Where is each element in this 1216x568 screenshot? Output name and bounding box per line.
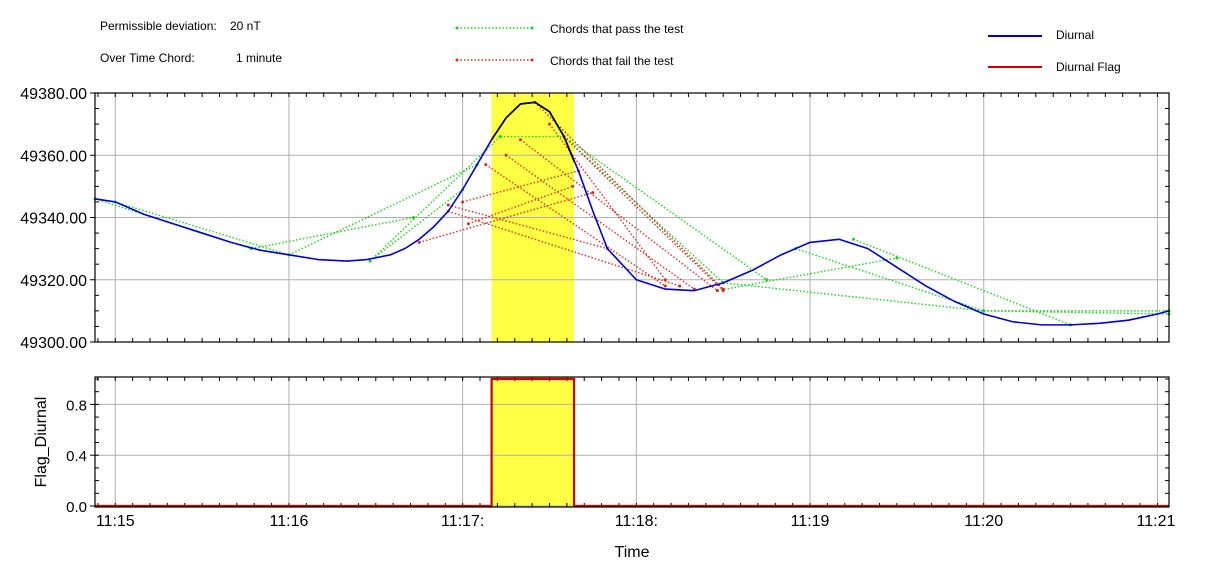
- diurnal-flag-line: [95, 377, 1169, 508]
- chord-pass-end: [982, 309, 986, 313]
- chord-fail-end: [721, 289, 725, 293]
- chord-fail-end: [663, 284, 667, 288]
- chord-fail-end: [466, 222, 470, 226]
- chord-fail-end: [591, 191, 595, 195]
- chord-pass: [983, 310, 1170, 315]
- x-tick-label: 11:18:: [615, 513, 658, 530]
- chord-fail: [468, 185, 573, 225]
- chord-pass-end: [411, 216, 415, 219]
- chord-pass: [723, 282, 984, 312]
- y-tick-label: 49340.00: [20, 211, 87, 228]
- chord-fail: [534, 101, 724, 290]
- legend-pass-label: Chords that pass the test: [550, 22, 684, 36]
- chord-fail-end: [547, 122, 551, 126]
- chord-pass: [717, 257, 898, 292]
- chord-fail-end: [484, 163, 488, 167]
- chord-fail: [419, 191, 594, 244]
- chord-fail-end: [446, 203, 450, 207]
- x-tick-label: 11:20: [964, 513, 1003, 530]
- y-tick-label: 49360.00: [20, 148, 87, 165]
- chord-value: 1 minute: [236, 51, 283, 65]
- chord-fail: [563, 136, 724, 292]
- chord-pass: [853, 238, 1071, 326]
- chord-fail-end: [504, 153, 508, 157]
- chord-fail-end: [678, 284, 682, 288]
- deviation-label: Permissible deviation:: [100, 19, 217, 33]
- chord-pass-end: [498, 135, 502, 139]
- legend-pass-swatch-end: [530, 26, 534, 30]
- deviation-value: 20 nT: [230, 19, 261, 33]
- chord-label: Over Time Chord:: [100, 51, 195, 65]
- chord-pass-end: [765, 278, 769, 282]
- legend-fail-label: Chords that fail the test: [550, 54, 674, 68]
- legend-pass-swatch-end: [455, 26, 459, 30]
- chord-fail-end: [663, 278, 667, 282]
- y-tick-label: 49380.00: [20, 86, 87, 103]
- chord-pass: [369, 188, 464, 262]
- chord-pass: [563, 136, 724, 284]
- y-tick-label: 49300.00: [20, 335, 87, 352]
- flagged-diurnal-line: [490, 101, 575, 162]
- x-tick-label: 11:17:: [441, 513, 484, 530]
- x-tick-label: 11:21: [1137, 513, 1176, 530]
- flag-y-tick-label: 0.0: [66, 499, 87, 516]
- legend-fail-swatch-end: [455, 58, 459, 62]
- chord-fail: [485, 164, 666, 287]
- chord-fail: [462, 170, 579, 203]
- chord-pass-end: [851, 237, 855, 241]
- chord-pass: [251, 216, 414, 250]
- legend-flag-label: Diurnal Flag: [1056, 60, 1121, 74]
- legend-diurnal-label: Diurnal: [1056, 28, 1094, 42]
- chord-fail-end: [571, 184, 575, 188]
- bottom-plot-frame: [94, 376, 1170, 508]
- chord-pass-end: [368, 259, 372, 263]
- chord-fail-end: [715, 289, 719, 293]
- flagged-span-bottom: [491, 377, 575, 507]
- chord-fail: [520, 139, 718, 292]
- flag-y-tick-label: 0.4: [66, 448, 87, 465]
- legend-fail-swatch-end: [530, 58, 534, 62]
- x-tick-label: 11:16: [270, 513, 309, 530]
- chord-fail-end: [519, 138, 523, 142]
- chord-pass-end: [895, 256, 899, 260]
- chord-fail-end: [417, 240, 421, 244]
- x-axis-title: Time: [615, 544, 650, 561]
- x-tick-label: 11:19: [791, 513, 830, 530]
- chord-pass: [115, 201, 290, 256]
- diurnal-line: [94, 101, 1170, 326]
- chord-pass: [563, 136, 768, 281]
- chord-fail-end: [461, 200, 465, 204]
- chord-fail: [447, 204, 608, 250]
- flag-y-axis-title: Flag_Diurnal: [33, 397, 50, 488]
- flag-y-tick-label: 0.8: [66, 397, 87, 414]
- x-tick-label: 11:15: [96, 513, 135, 530]
- y-tick-label: 49320.00: [20, 273, 87, 290]
